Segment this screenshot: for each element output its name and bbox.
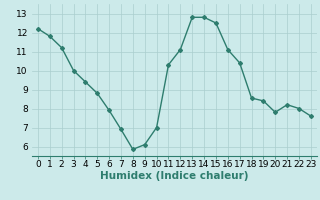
X-axis label: Humidex (Indice chaleur): Humidex (Indice chaleur) bbox=[100, 171, 249, 181]
